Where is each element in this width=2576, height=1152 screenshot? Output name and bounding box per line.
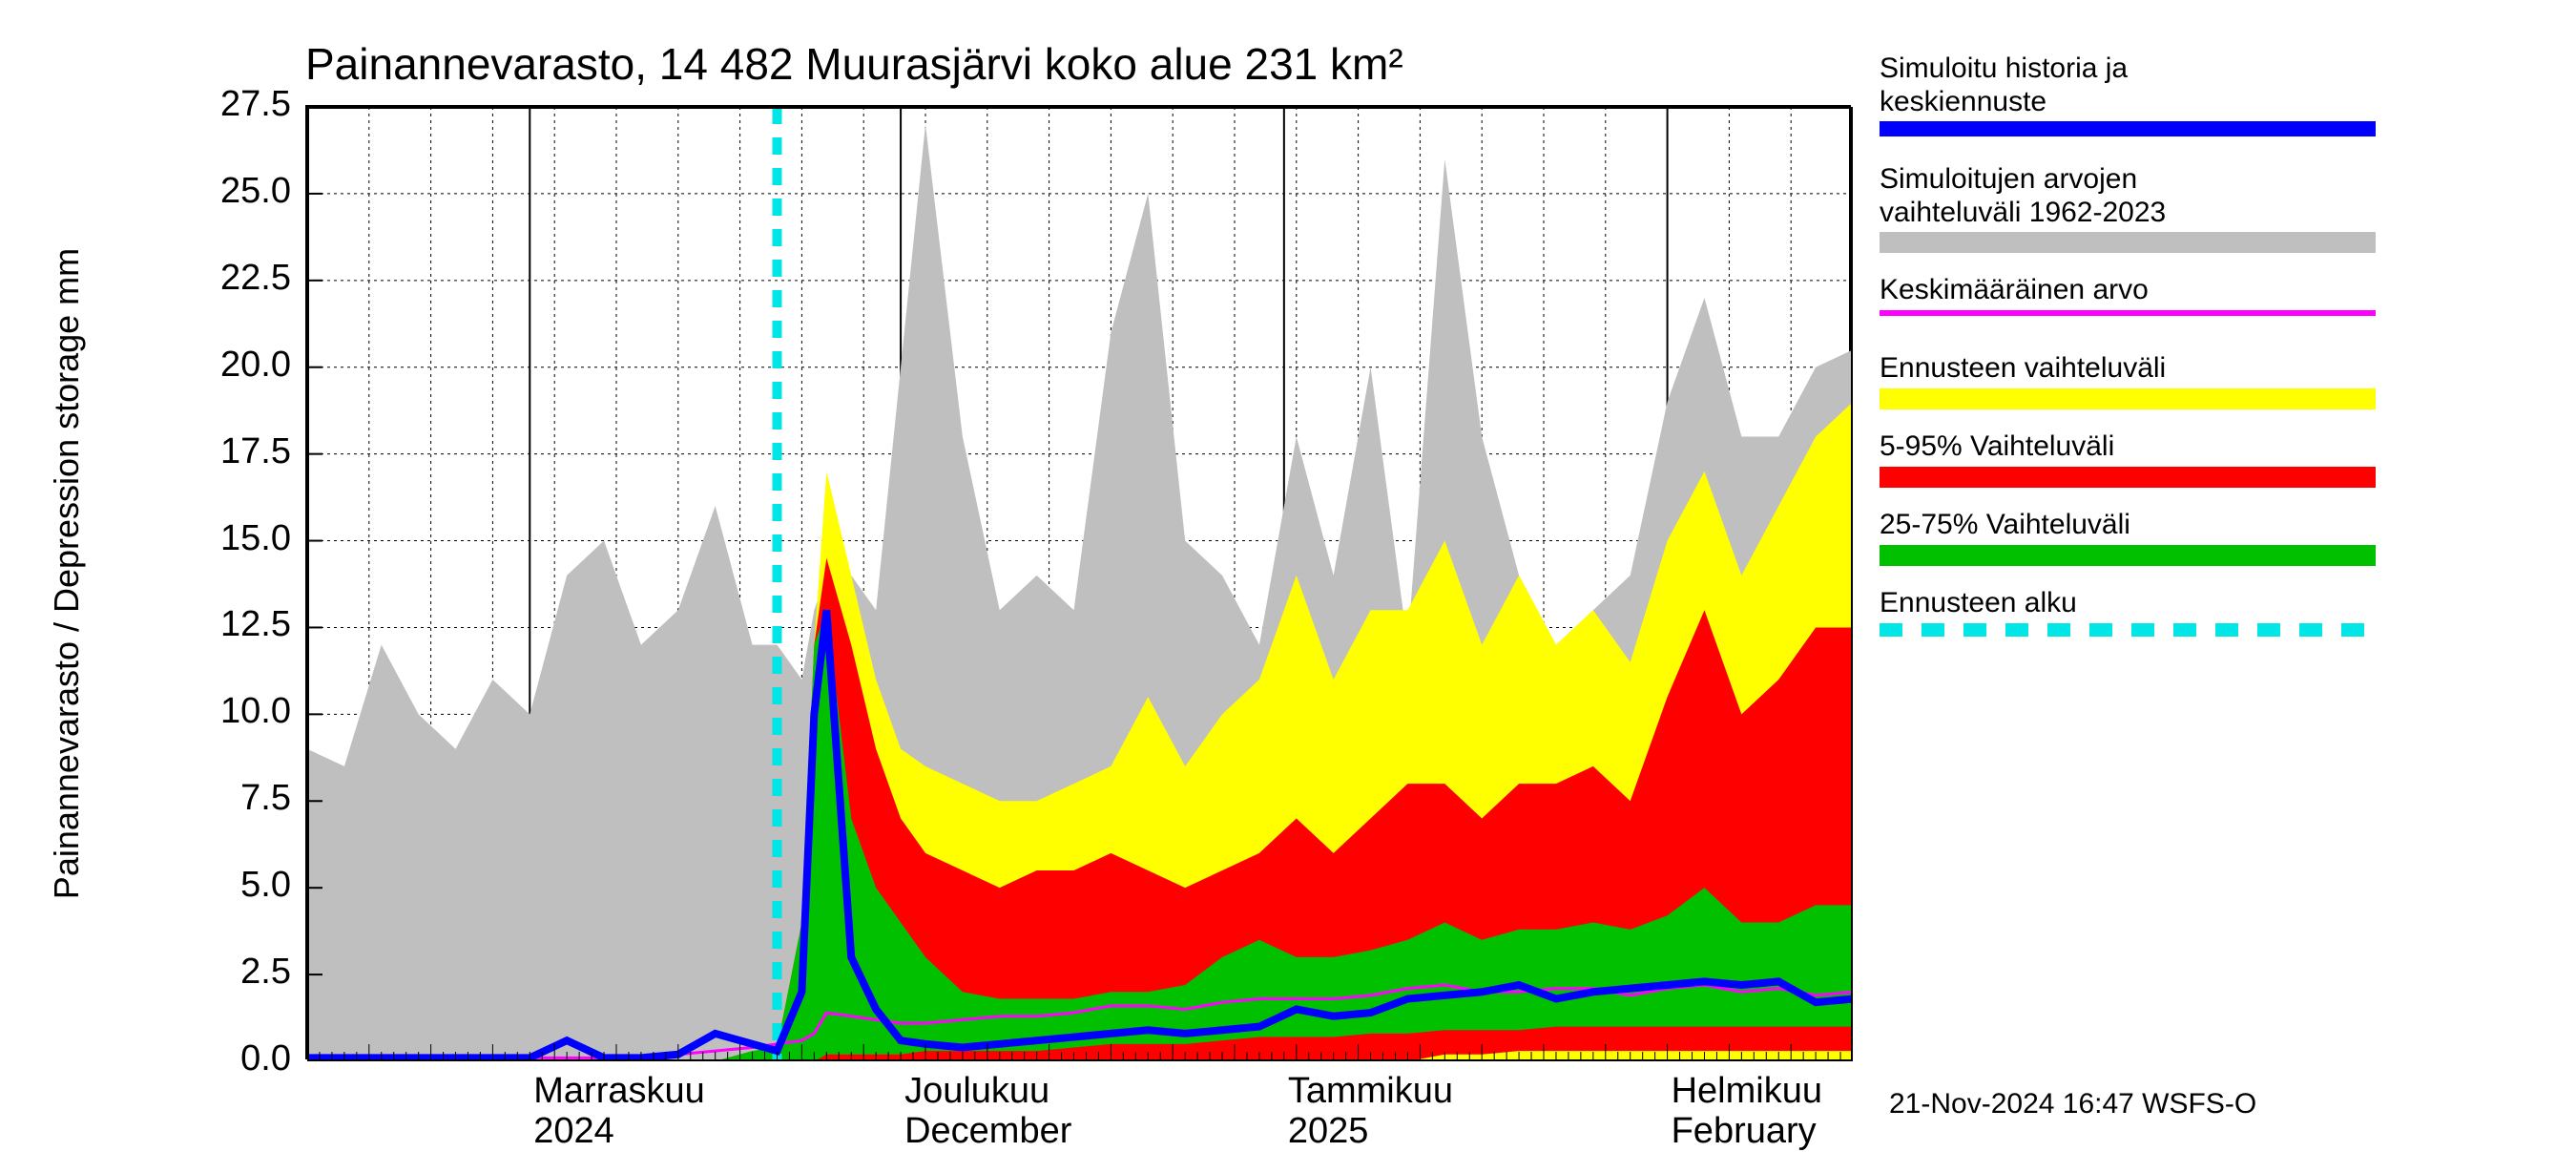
y-tick-label: 7.5 <box>167 778 291 819</box>
y-tick-label: 15.0 <box>167 518 291 559</box>
plot-area <box>305 105 1851 1059</box>
y-axis-title: Painannevarasto / Depression storage mm <box>47 144 87 1003</box>
legend-label: Simuloitu historia ja keskiennuste <box>1880 52 2376 118</box>
y-tick-label: 27.5 <box>167 84 291 125</box>
chart-title: Painannevarasto, 14 482 Muurasjärvi koko… <box>305 38 1403 90</box>
legend-label: Keskimääräinen arvo <box>1880 274 2376 307</box>
legend-swatch <box>1880 310 2376 316</box>
y-tick-label: 20.0 <box>167 345 291 386</box>
x-tick-label-bot: December <box>904 1111 1071 1152</box>
y-tick-label: 22.5 <box>167 258 291 299</box>
legend-swatch <box>1880 121 2376 136</box>
legend-swatch <box>1880 467 2376 488</box>
chart-root: Painannevarasto / Depression storage mm … <box>0 0 2576 1145</box>
legend-label: 25-75% Vaihteluväli <box>1880 509 2376 542</box>
x-tick-label-top: Marraskuu <box>533 1071 705 1112</box>
legend-label: Ennusteen vaihteluväli <box>1880 352 2376 386</box>
y-tick-label: 25.0 <box>167 171 291 212</box>
legend-label: Ennusteen alku <box>1880 587 2376 620</box>
legend-swatch <box>1880 232 2376 253</box>
x-tick-label-top: Helmikuu <box>1672 1071 1822 1112</box>
y-tick-label: 10.0 <box>167 691 291 732</box>
footer-timestamp: 21-Nov-2024 16:47 WSFS-O <box>1889 1088 2256 1121</box>
y-tick-label: 2.5 <box>167 952 291 993</box>
legend-swatch <box>1880 545 2376 566</box>
legend-swatch <box>1880 388 2376 409</box>
y-tick-label: 17.5 <box>167 431 291 472</box>
x-tick-label-bot: 2025 <box>1288 1111 1369 1152</box>
y-tick-label: 12.5 <box>167 604 291 645</box>
y-tick-label: 0.0 <box>167 1038 291 1079</box>
plot-svg <box>307 107 1853 1061</box>
legend-label: Simuloitujen arvojen vaihteluväli 1962-2… <box>1880 163 2376 229</box>
legend-swatch <box>1880 623 2376 637</box>
x-tick-label-bot: February <box>1672 1111 1817 1152</box>
x-tick-label-top: Joulukuu <box>904 1071 1049 1112</box>
x-tick-label-top: Tammikuu <box>1288 1071 1453 1112</box>
y-tick-label: 5.0 <box>167 865 291 906</box>
x-tick-label-bot: 2024 <box>533 1111 614 1152</box>
legend-label: 5-95% Vaihteluväli <box>1880 430 2376 464</box>
